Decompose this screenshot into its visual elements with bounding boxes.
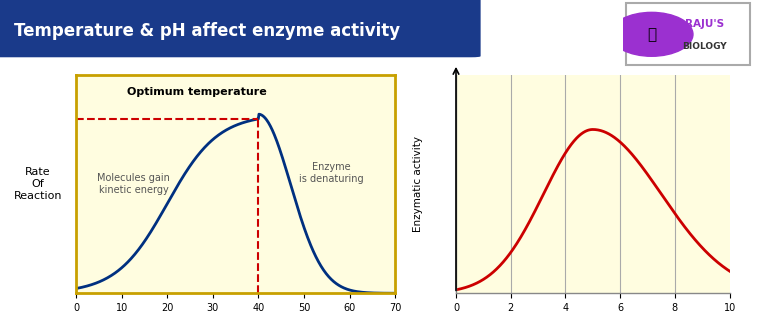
Text: Rate
Of
Reaction: Rate Of Reaction [14, 168, 62, 201]
Text: Optimum temperature: Optimum temperature [128, 87, 268, 97]
Text: RAJU'S: RAJU'S [685, 19, 724, 29]
Circle shape [610, 12, 693, 56]
FancyBboxPatch shape [0, 0, 480, 57]
Text: Molecules gain
kinetic energy: Molecules gain kinetic energy [97, 173, 170, 195]
FancyBboxPatch shape [625, 3, 750, 65]
Text: Enzymatic activity: Enzymatic activity [413, 136, 423, 232]
Text: Enzyme
is denaturing: Enzyme is denaturing [299, 162, 364, 184]
Text: Temperature & pH affect enzyme activity: Temperature & pH affect enzyme activity [14, 22, 401, 40]
Text: 🧑: 🧑 [647, 27, 656, 42]
Text: BIOLOGY: BIOLOGY [682, 42, 727, 51]
